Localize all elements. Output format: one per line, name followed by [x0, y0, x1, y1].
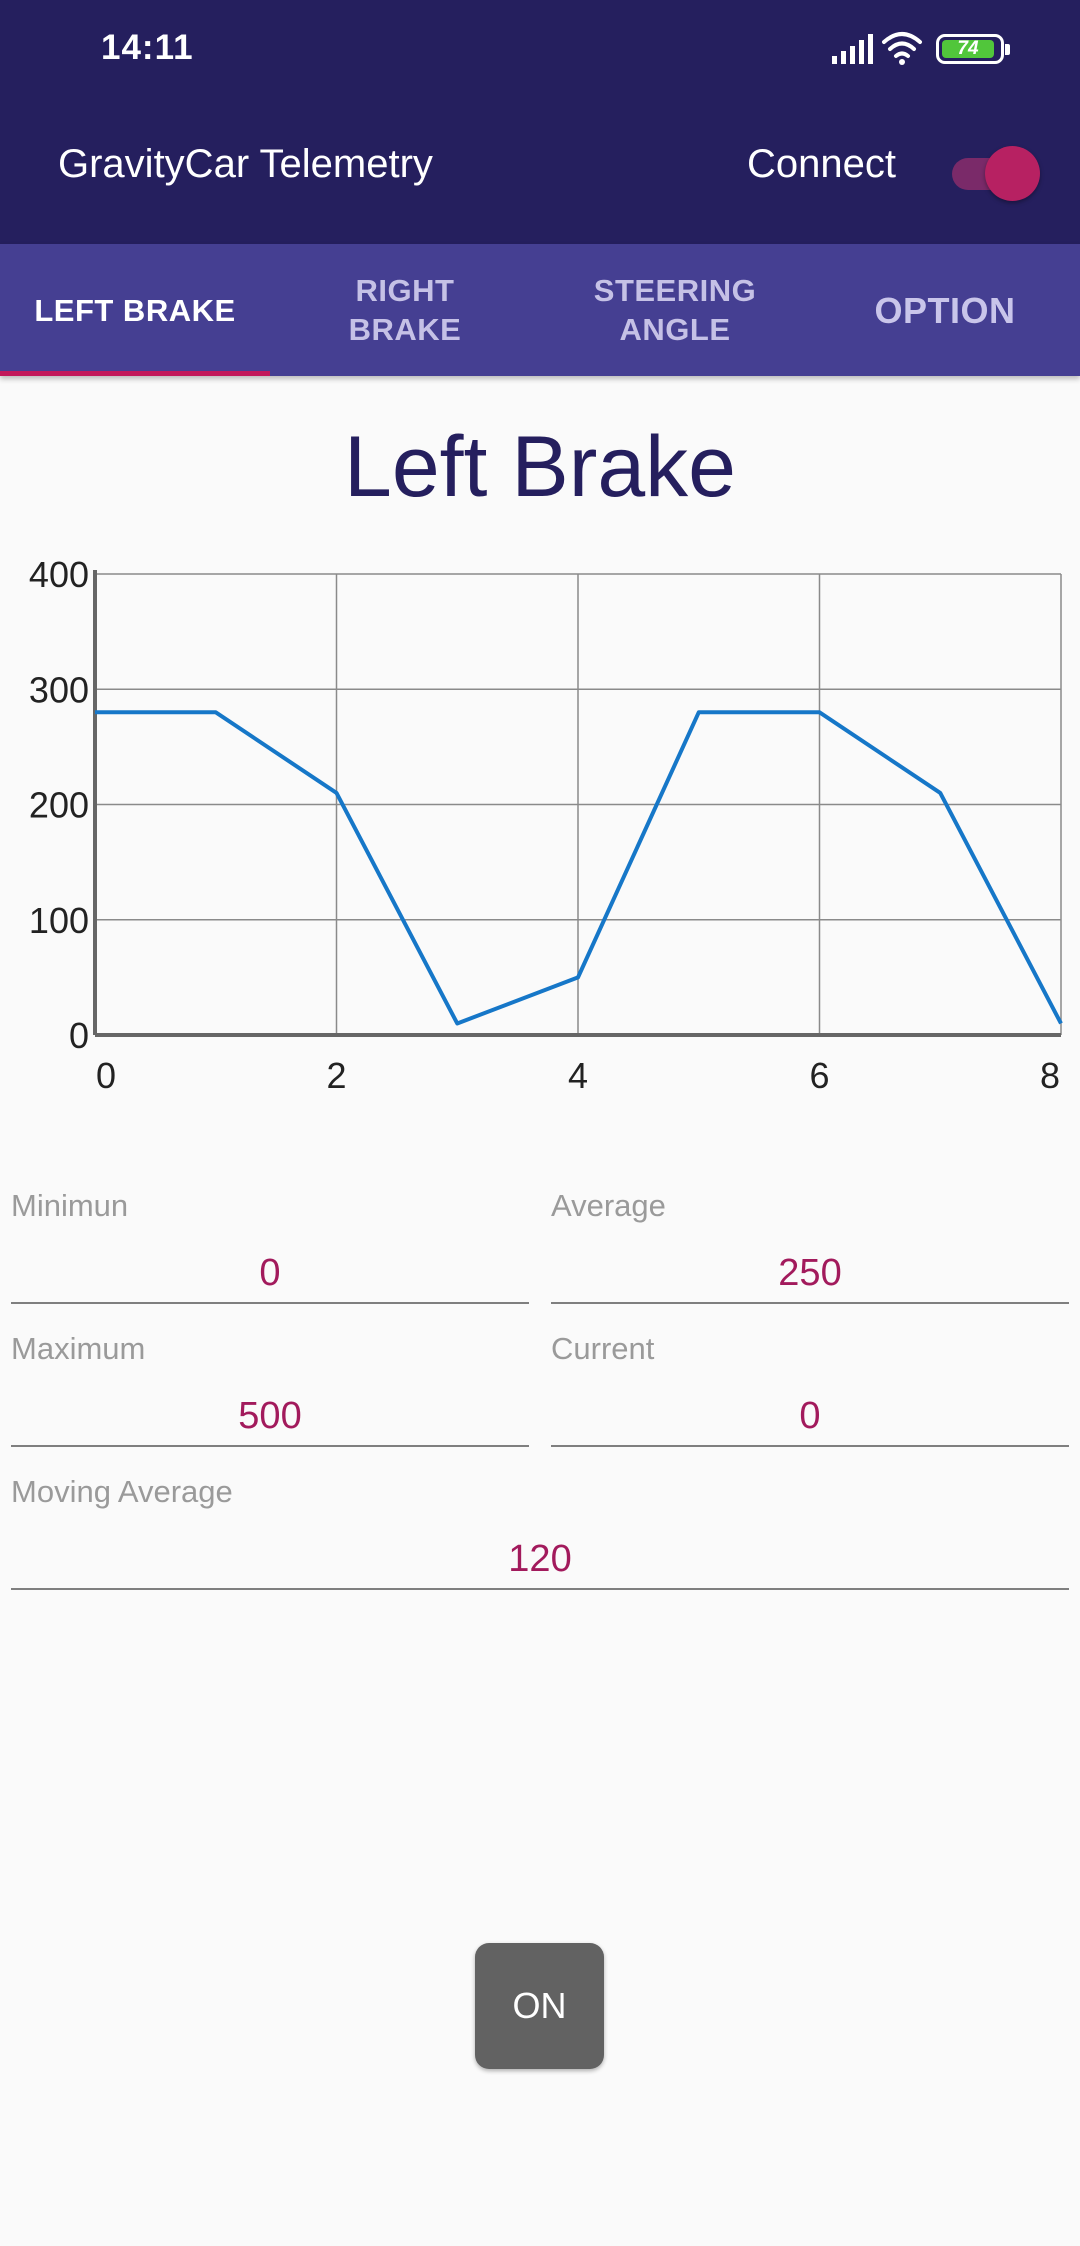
tab-bar: LEFT BRAKE RIGHT BRAKE STEERING ANGLE OP… [0, 244, 1080, 376]
tab-indicator [0, 371, 270, 376]
y-tick-label: 400 [29, 555, 89, 595]
brake-chart: 0 2 4 6 8 0 100 200 300 400 [0, 554, 1080, 1115]
battery-fill [942, 40, 994, 58]
x-tick-label: 4 [568, 1055, 588, 1096]
status-time: 14:11 [101, 28, 194, 67]
tab-label: STEERING ANGLE [593, 273, 757, 347]
y-tick-label: 200 [29, 785, 89, 826]
battery-icon: 74 [936, 34, 1010, 64]
x-tick-label: 6 [809, 1055, 829, 1096]
on-button[interactable]: ON [475, 1943, 604, 2069]
maximum-field[interactable]: 500 [11, 1395, 529, 1447]
y-tick-label: 100 [29, 900, 89, 941]
app-title: GravityCar Telemetry [58, 142, 433, 186]
tab-right-brake[interactable]: RIGHT BRAKE [270, 244, 540, 376]
status-bar: 14:11 74 [0, 0, 1080, 100]
x-tick-label: 2 [326, 1055, 346, 1096]
average-label: Average [551, 1188, 666, 1223]
tab-steering-angle[interactable]: STEERING ANGLE [540, 244, 810, 376]
tab-left-brake[interactable]: LEFT BRAKE [0, 244, 270, 376]
moving-average-field[interactable]: 120 [11, 1538, 1069, 1590]
x-tick-label: 8 [1040, 1055, 1060, 1096]
battery-tip [1005, 44, 1010, 55]
connect-switch[interactable] [952, 146, 1040, 201]
y-tick-label: 300 [29, 669, 89, 710]
average-field[interactable]: 250 [551, 1252, 1069, 1304]
connect-label: Connect [747, 142, 896, 186]
minimum-label: Minimun [11, 1188, 129, 1223]
signal-icon [832, 34, 873, 64]
minimum-field[interactable]: 0 [11, 1252, 529, 1304]
moving-average-label: Moving Average [11, 1474, 233, 1509]
current-label: Current [551, 1331, 655, 1366]
current-field[interactable]: 0 [551, 1395, 1069, 1447]
y-tick-label: 0 [69, 1015, 89, 1056]
tab-label: LEFT BRAKE [34, 292, 236, 328]
maximum-label: Maximum [11, 1331, 146, 1366]
x-tick-label: 0 [96, 1055, 116, 1096]
app-bar: GravityCar Telemetry Connect [0, 100, 1080, 244]
tab-label: RIGHT BRAKE [348, 273, 462, 347]
page-title: Left Brake [344, 419, 736, 515]
tab-label: OPTION [874, 289, 1016, 331]
battery-level: 74 [957, 38, 979, 59]
wifi-icon [882, 32, 922, 65]
chart-svg: 0 2 4 6 8 0 100 200 300 400 [29, 554, 1063, 1096]
series-line [95, 710, 1063, 1026]
switch-thumb[interactable] [985, 146, 1040, 201]
tab-option[interactable]: OPTION [810, 244, 1080, 376]
